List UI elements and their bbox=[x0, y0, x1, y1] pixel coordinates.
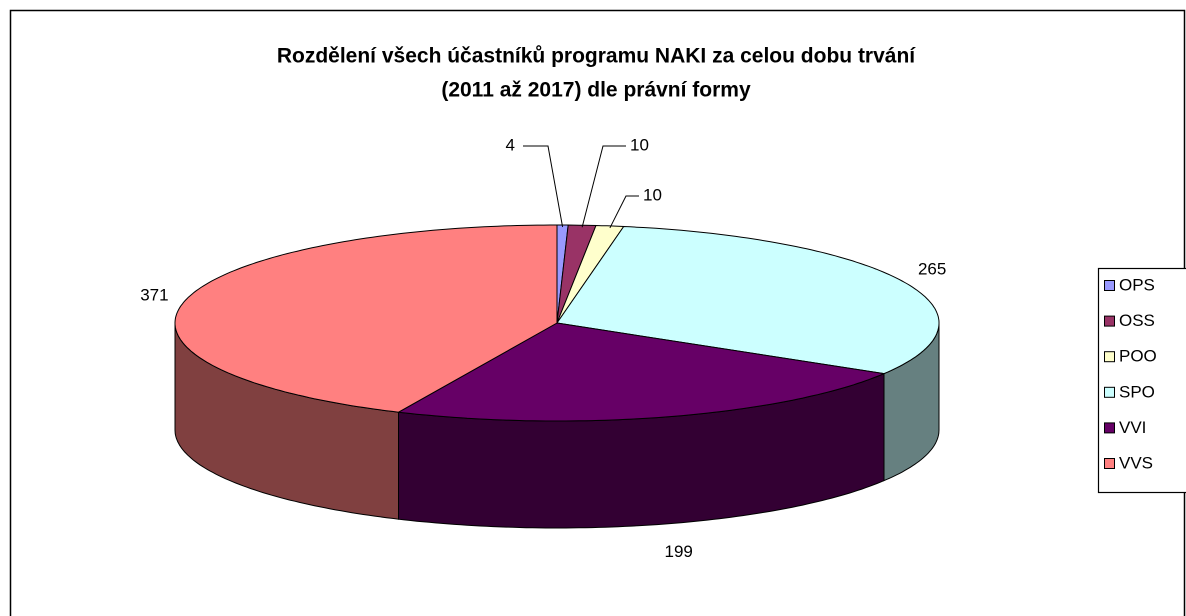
legend-label: POO bbox=[1119, 347, 1157, 366]
data-label: 10 bbox=[630, 135, 649, 154]
legend: OPS OSS POO SPO VVI VVS bbox=[1104, 275, 1157, 472]
pie-slice bbox=[396, 322, 886, 422]
pie-slice bbox=[174, 224, 558, 413]
legend-swatch bbox=[1104, 458, 1115, 469]
data-label: 371 bbox=[140, 285, 168, 304]
leader-line bbox=[581, 145, 626, 228]
legend-box bbox=[1097, 267, 1186, 494]
leader-line bbox=[609, 195, 639, 229]
legend-swatch bbox=[1104, 422, 1115, 434]
data-label: 199 bbox=[665, 542, 693, 561]
data-label: 265 bbox=[918, 260, 946, 279]
legend-swatch bbox=[1104, 386, 1115, 398]
legend-swatch bbox=[1104, 351, 1115, 363]
chart-title: Rozdělení všech účastníků programu NAKI … bbox=[277, 45, 916, 68]
legend-label: SPO bbox=[1119, 382, 1155, 401]
legend-swatch bbox=[1104, 315, 1115, 327]
legend-label: VVI bbox=[1119, 418, 1146, 437]
data-labels: 4 10 10 265 199 371 bbox=[140, 135, 946, 560]
pie-sides bbox=[174, 322, 940, 529]
chart-title: (2011 až 2017) dle právní formy bbox=[441, 79, 751, 102]
data-label: 10 bbox=[643, 185, 662, 204]
leader-line bbox=[523, 145, 564, 228]
legend-label: OPS bbox=[1119, 275, 1155, 294]
data-label: 4 bbox=[506, 135, 515, 154]
pie-slice bbox=[556, 225, 940, 375]
legend-swatch bbox=[1104, 280, 1115, 291]
pie-tops bbox=[174, 224, 940, 422]
legend-label: OSS bbox=[1119, 311, 1155, 330]
legend-label: VVS bbox=[1119, 453, 1153, 472]
